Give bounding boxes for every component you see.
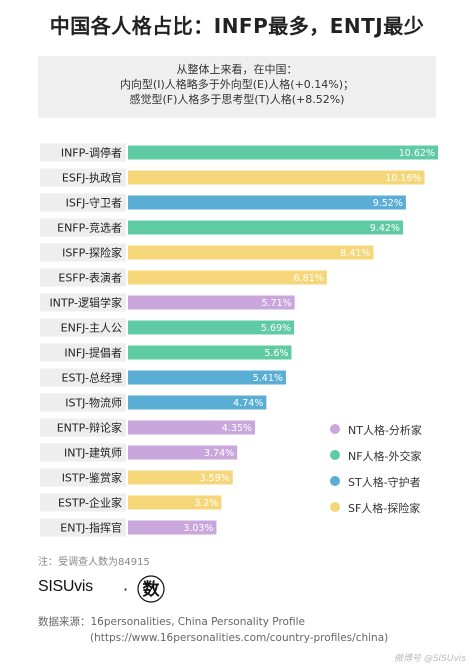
watermark: 微博号 @SISUvis — [393, 654, 466, 664]
category-label-bg-infj — [40, 343, 126, 362]
legend-item-nf: NF人格-外交家 — [330, 446, 470, 472]
category-label-bg-estj — [40, 368, 126, 387]
bar-enfp — [128, 220, 403, 235]
bar-isfp — [128, 245, 374, 260]
logo-separator: · — [123, 580, 129, 599]
value-label-entp: 4.35% — [222, 423, 252, 434]
bar-infp — [128, 145, 438, 160]
category-label-bg-entp — [40, 418, 126, 437]
value-label-esfj: 10.16% — [385, 173, 421, 184]
category-label-esfj: ESFJ-执政官 — [62, 171, 122, 185]
bar-isfj — [128, 195, 406, 210]
category-label-esfp: ESFP-表演者 — [58, 271, 122, 285]
source-line-1: 数据来源：16personalities, China Personality … — [38, 616, 305, 628]
category-label-intp: INTP-逻辑学家 — [49, 296, 122, 310]
category-label-bg-isfj — [40, 193, 126, 212]
legend: NT人格-分析家 NF人格-外交家 ST人格-守护者 SF人格-探险家 — [330, 420, 470, 524]
value-label-enfj: 5.69% — [261, 323, 291, 334]
source-line-2: (https://www.16personalities.com/country… — [90, 632, 389, 644]
category-label-bg-enfp — [40, 218, 126, 237]
category-label-bg-entj — [40, 518, 126, 537]
bar-enfj — [128, 320, 295, 335]
value-label-istj: 4.74% — [233, 398, 263, 409]
bar-intp — [128, 295, 295, 310]
legend-item-st: ST人格-守护者 — [330, 472, 470, 498]
category-label-bg-istp — [40, 468, 126, 487]
category-label-bg-estp — [40, 493, 126, 512]
svg-text:数: 数 — [143, 579, 161, 600]
bar-chart: INFP-调停者 10.62% ESFJ-执政官 10.16% ISFJ-守卫者 9.52… — [40, 143, 438, 537]
seal-icon: 数 — [137, 575, 165, 603]
value-label-entj: 3.03% — [183, 523, 213, 534]
summary-box: 从整体上来看，在中国： 内向型(I)人格略多于外向型(E)人格(+0.14%)；… — [38, 56, 436, 118]
legend-swatch-sf — [330, 502, 340, 512]
legend-label-sf: SF人格-探险家 — [348, 502, 421, 515]
legend-label-st: ST人格-守护者 — [348, 476, 421, 489]
category-label-istp: ISTP-鉴赏家 — [62, 471, 122, 485]
bar-istp — [128, 470, 233, 485]
legend-label-nf: NF人格-外交家 — [348, 450, 422, 463]
value-label-isfj: 9.52% — [373, 198, 403, 209]
value-label-isfp: 8.41% — [340, 248, 370, 259]
category-label-bg-isfp — [40, 243, 126, 262]
category-label-isfj: ISFJ-守卫者 — [66, 196, 122, 210]
data-source: 数据来源：16personalities, China Personality … — [38, 614, 388, 646]
bar-estj — [128, 370, 286, 385]
category-label-bg-intp — [40, 293, 126, 312]
value-label-enfp: 9.42% — [370, 223, 400, 234]
bar-istj — [128, 395, 267, 410]
value-label-infp: 10.62% — [399, 148, 435, 159]
category-label-bg-esfj — [40, 168, 126, 187]
chart-title: 中国各人格占比：INFP最多，ENTJ最少 — [49, 14, 425, 38]
summary-line-1: 从整体上来看，在中国： — [176, 63, 298, 76]
category-label-infp: INFP-调停者 — [61, 146, 122, 160]
legend-swatch-st — [330, 476, 340, 486]
bar-entj — [128, 520, 217, 535]
legend-label-nt: NT人格-分析家 — [348, 424, 422, 437]
sample-size-note: 注：受调查人数为84915 — [38, 557, 150, 568]
bar-estp — [128, 495, 222, 510]
legend-item-sf: SF人格-探险家 — [330, 498, 470, 524]
category-label-enfp: ENFP-竞选者 — [57, 221, 122, 235]
category-label-bg-infp — [40, 143, 126, 162]
category-label-bg-istj — [40, 393, 126, 412]
bar-entp — [128, 420, 255, 435]
category-label-entp: ENTP-辩论家 — [57, 421, 122, 435]
bar-esfp — [128, 270, 327, 285]
bar-infj — [128, 345, 292, 360]
category-label-entj: ENTJ-指挥官 — [60, 521, 122, 535]
category-label-estj: ESTJ-总经理 — [62, 371, 122, 385]
category-label-infj: INFJ-提倡者 — [64, 347, 122, 360]
bar-intj — [128, 445, 238, 460]
category-label-bg-enfj — [40, 318, 126, 337]
value-label-intj: 3.74% — [204, 448, 234, 459]
category-label-estp: ESTP-企业家 — [58, 496, 122, 510]
category-label-intj: INTJ-建筑师 — [64, 446, 122, 460]
value-label-infj: 5.6% — [264, 348, 288, 359]
bar-esfj — [128, 170, 425, 185]
summary-line-3: 感觉型(F)人格多于思考型(T)人格(+8.52%) — [129, 93, 345, 106]
value-label-istp: 3.59% — [200, 473, 230, 484]
value-label-esfp: 6.81% — [294, 273, 324, 284]
value-label-estj: 5.41% — [253, 373, 283, 384]
category-label-istj: ISTJ-物流师 — [65, 396, 122, 410]
legend-swatch-nt — [330, 424, 340, 434]
category-label-enfj: ENFJ-主人公 — [61, 322, 122, 335]
category-label-isfp: ISFP-探险家 — [62, 246, 122, 260]
value-label-estp: 3.2% — [194, 498, 218, 509]
summary-line-2: 内向型(I)人格略多于外向型(E)人格(+0.14%)； — [119, 78, 355, 91]
value-label-intp: 5.71% — [261, 298, 291, 309]
brand-name: SISUvis — [38, 578, 93, 595]
category-label-bg-esfp — [40, 268, 126, 287]
legend-swatch-nf — [330, 450, 340, 460]
category-label-bg-intj — [40, 443, 126, 462]
legend-item-nt: NT人格-分析家 — [330, 420, 470, 446]
